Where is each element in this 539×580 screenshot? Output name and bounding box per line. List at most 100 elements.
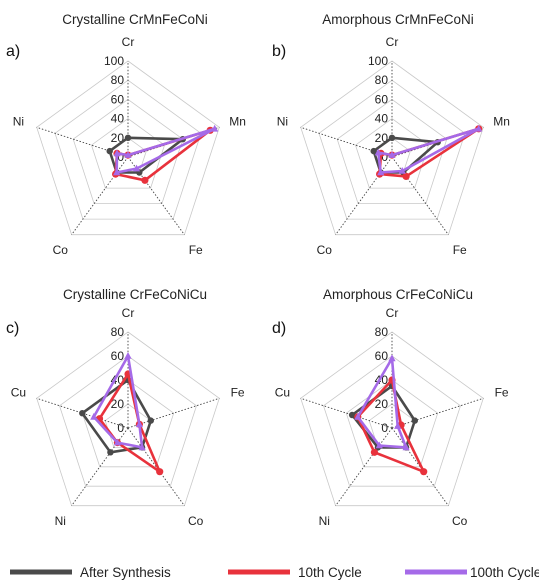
axis-spoke bbox=[71, 156, 129, 235]
grid-ring bbox=[59, 355, 197, 487]
axis-label-cr: Cr bbox=[386, 306, 399, 320]
data-point bbox=[375, 441, 383, 449]
tick-label: 60 bbox=[111, 92, 125, 106]
data-point bbox=[411, 417, 418, 424]
panel-title: Crystalline CrMnFeCoNi bbox=[62, 12, 208, 27]
series-line bbox=[108, 136, 185, 174]
grid-ring bbox=[54, 79, 202, 220]
data-point bbox=[388, 354, 396, 362]
panel-title: Amorphous CrMnFeCoNi bbox=[322, 12, 474, 27]
radar-panel-a: Crystalline CrMnFeCoNi a) Cr Mn Fe Co Ni 0 20 4… bbox=[6, 12, 246, 257]
axis-spoke bbox=[36, 126, 129, 158]
grid-ring bbox=[318, 79, 466, 220]
axis-spoke bbox=[127, 397, 220, 429]
series-100th-cycle bbox=[374, 124, 483, 176]
data-point bbox=[138, 443, 146, 451]
radar-panel-d: Amorphous CrFeCoNiCu d) CrFeCoNiCu020406… bbox=[272, 287, 509, 528]
data-point bbox=[211, 124, 219, 132]
data-point bbox=[147, 417, 154, 424]
axis-label-cu: Cu bbox=[275, 385, 290, 399]
radar-panel-b: Amorphous CrMnFeCoNi b) Cr Mn Fe Co Ni 0 20 40 6… bbox=[272, 12, 510, 257]
axis-label-fe: Fe bbox=[189, 243, 203, 257]
tick-label: 20 bbox=[375, 397, 389, 411]
data-point bbox=[106, 147, 113, 155]
axis-spoke bbox=[335, 427, 393, 506]
grid-ring bbox=[72, 98, 184, 205]
legend-item-100th-cycle: 100th Cycle bbox=[405, 565, 539, 580]
tick-label: 40 bbox=[111, 112, 125, 126]
panel-label: d) bbox=[272, 320, 286, 337]
tick-label: 0 bbox=[381, 421, 388, 435]
data-point bbox=[402, 443, 410, 451]
panel-label: c) bbox=[6, 320, 19, 337]
axis-label-co: Co bbox=[452, 514, 468, 528]
tick-label: 80 bbox=[111, 325, 125, 339]
axis-label-cr: Cr bbox=[386, 35, 399, 49]
grid-ring bbox=[323, 355, 461, 487]
legend-label: 100th Cycle bbox=[470, 565, 539, 580]
tick-label: 60 bbox=[111, 349, 125, 363]
data-point bbox=[420, 468, 428, 476]
tick-label: 20 bbox=[111, 397, 125, 411]
tick-label: 20 bbox=[375, 131, 389, 145]
axis-label-cr: Cr bbox=[122, 35, 135, 49]
axis-label-mn: Mn bbox=[493, 114, 510, 128]
series-100th-cycle bbox=[90, 352, 146, 451]
data-point bbox=[113, 149, 121, 157]
radar-panel-c: Crystalline CrFeCoNiCu c) CrFeCoNiCu0204… bbox=[6, 287, 245, 528]
series-10th-cycle bbox=[354, 376, 428, 476]
data-point bbox=[374, 148, 382, 156]
data-point bbox=[124, 352, 132, 359]
axis-spoke bbox=[127, 156, 185, 235]
data-point bbox=[113, 168, 121, 176]
axis-label-co: Co bbox=[53, 243, 69, 257]
axis-label-co: Co bbox=[188, 514, 204, 528]
data-point bbox=[370, 448, 378, 456]
data-point bbox=[394, 422, 402, 429]
data-point bbox=[402, 172, 410, 180]
series-line bbox=[356, 378, 426, 474]
tick-label: 0 bbox=[381, 150, 388, 164]
axis-label-ni: Ni bbox=[55, 514, 66, 528]
data-point bbox=[348, 411, 356, 419]
tick-label: 0 bbox=[117, 150, 124, 164]
grid-ring bbox=[91, 118, 165, 189]
axis-label-fe: Fe bbox=[453, 243, 467, 257]
data-point bbox=[135, 420, 143, 428]
series-line bbox=[350, 384, 417, 449]
tick-label: 100 bbox=[368, 54, 388, 68]
tick-label: 100 bbox=[104, 54, 124, 68]
grid-ring bbox=[345, 379, 439, 468]
axis-spoke bbox=[391, 427, 449, 506]
data-point bbox=[113, 438, 121, 446]
data-point bbox=[90, 412, 98, 420]
axis-spoke bbox=[391, 156, 449, 235]
axis-label-cu: Cu bbox=[11, 385, 26, 399]
data-point bbox=[354, 412, 362, 420]
axis-spoke bbox=[335, 156, 393, 235]
series-line bbox=[92, 354, 144, 449]
tick-label: 80 bbox=[111, 73, 125, 87]
data-point bbox=[388, 151, 396, 158]
grid-ring bbox=[300, 331, 484, 507]
tick-label: 40 bbox=[375, 112, 389, 126]
axis-label-cr: Cr bbox=[122, 306, 135, 320]
tick-label: 80 bbox=[375, 73, 389, 87]
tick-label: 80 bbox=[375, 325, 389, 339]
data-point bbox=[107, 449, 114, 456]
legend-label: 10th Cycle bbox=[298, 565, 362, 580]
panel-title: Crystalline CrFeCoNiCu bbox=[63, 287, 207, 302]
grid-ring bbox=[300, 60, 484, 236]
panel-label: a) bbox=[6, 43, 20, 60]
legend-label: After Synthesis bbox=[80, 565, 171, 580]
axis-label-fe: Fe bbox=[495, 385, 509, 399]
legend-item-10th-cycle: 10th Cycle bbox=[228, 565, 362, 580]
panel-label: b) bbox=[272, 43, 286, 60]
data-point bbox=[124, 151, 132, 158]
axis-spoke bbox=[127, 427, 185, 506]
axis-label-co: Co bbox=[317, 243, 333, 257]
axis-label-fe: Fe bbox=[231, 385, 245, 399]
axis-spoke bbox=[300, 397, 393, 429]
axis-spoke bbox=[300, 126, 393, 158]
data-point bbox=[398, 167, 406, 174]
